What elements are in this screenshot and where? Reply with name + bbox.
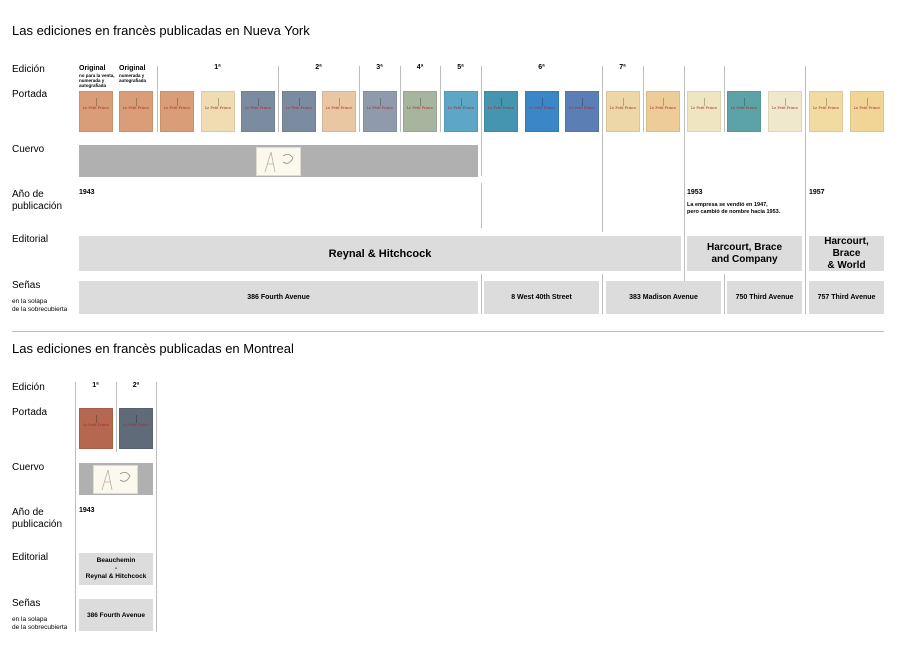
year-1953: 1953: [687, 189, 703, 196]
row-label-cuervo: Cuervo: [12, 462, 45, 473]
edition-divider: [724, 66, 725, 132]
cover-thumbnail: Le Petit Prince: [687, 91, 721, 132]
edition-divider: [481, 274, 482, 314]
row-label-editorial: Editorial: [12, 552, 49, 563]
publisher-harcourt-brace-world: Harcourt, Brace & World: [809, 236, 884, 271]
edition-divider: [805, 66, 806, 314]
edition-note-original: no para la venta, numerada y autografiad…: [79, 73, 115, 88]
cover-thumbnail: Le Petit Prince: [565, 91, 599, 132]
address-386-fourth-avenue: 386 Fourth Avenue: [79, 599, 153, 631]
row-label-portada: Portada: [12, 89, 48, 100]
edition-divider: [643, 66, 644, 132]
cover-thumbnail: Le Petit Prince: [768, 91, 802, 132]
edition-divider: [75, 382, 76, 632]
publisher-beauchemin-reynal-hitchcock: Beauchemin - Reynal & Hitchcock: [79, 553, 153, 585]
cover-thumbnail: Le Petit Prince: [525, 91, 559, 132]
address-750-third-avenue: 750 Third Avenue: [727, 281, 802, 314]
section-title-nueva-york: Las ediciones en francès publicadas en N…: [12, 23, 310, 38]
cover-thumbnail: Le Petit Prince: [160, 91, 194, 132]
cover-thumbnail: Le Petit Prince: [119, 408, 153, 449]
row-label-portada: Portada: [12, 407, 48, 418]
raven-drawing-image: [256, 147, 301, 176]
row-label-senas: Señas: [12, 598, 41, 609]
cover-thumbnail: Le Petit Prince: [79, 91, 113, 132]
edition-divider: [157, 66, 158, 132]
row-label-anio: Año de publicación: [12, 507, 63, 530]
cover-thumbnail: Le Petit Prince: [403, 91, 437, 132]
edition-divider: [156, 382, 157, 632]
cover-thumbnail: Le Petit Prince: [444, 91, 478, 132]
cover-thumbnail: Le Petit Prince: [241, 91, 275, 132]
cover-thumbnail: Le Petit Prince: [484, 91, 518, 132]
edition-divider: [278, 66, 279, 132]
publisher-reynal-hitchcock: Reynal & Hitchcock: [79, 236, 681, 271]
edition-label-5: 5ª: [457, 64, 464, 71]
edition-divider: [602, 274, 603, 314]
publisher-harcourt-brace-company: Harcourt, Brace and Company: [687, 236, 802, 271]
edition-label-7: 7ª: [619, 64, 626, 71]
row-label-editorial: Editorial: [12, 234, 49, 245]
cover-thumbnail: Le Petit Prince: [282, 91, 316, 132]
edition-label-1: 1ª: [214, 64, 221, 71]
edition-divider: [400, 66, 401, 132]
cover-thumbnail: Le Petit Prince: [322, 91, 356, 132]
cover-thumbnail: Le Petit Prince: [119, 91, 153, 132]
edition-label-original: Original: [79, 65, 106, 72]
edition-label-6: 6ª: [538, 64, 545, 71]
cover-thumbnail: Le Petit Prince: [201, 91, 235, 132]
year-1957: 1957: [809, 189, 825, 196]
address-8-west-40th-street: 8 West 40th Street: [484, 281, 599, 314]
year-1953-note: La empresa se vendió en 1947, pero cambi…: [687, 202, 781, 215]
edition-note-original: numerada y autografiada: [119, 73, 147, 83]
address-386-fourth-avenue: 386 Fourth Avenue: [79, 281, 478, 314]
cover-thumbnail: Le Petit Prince: [727, 91, 761, 132]
edition-divider: [481, 183, 482, 228]
row-sublabel-solapa: en la solapa de la sobrecubierta: [12, 298, 68, 313]
row-label-anio: Año de publicación: [12, 189, 63, 212]
raven-drawing-image: [93, 465, 138, 494]
edition-divider: [724, 274, 725, 314]
edition-divider: [481, 66, 482, 176]
edition-divider: [684, 66, 685, 314]
edition-label-1: 1ª: [92, 382, 99, 389]
edition-label-4: 4ª: [416, 64, 424, 71]
cover-thumbnail: Le Petit Prince: [850, 91, 884, 132]
cover-thumbnail: Le Petit Prince: [79, 408, 113, 449]
edition-divider: [440, 66, 441, 132]
edition-label-3: 3ª: [376, 64, 383, 71]
year-1943: 1943: [79, 507, 95, 514]
address-383-madison-avenue: 383 Madison Avenue: [606, 281, 721, 314]
year-1943: 1943: [79, 189, 95, 196]
cover-thumbnail: Le Petit Prince: [646, 91, 680, 132]
row-label-cuervo: Cuervo: [12, 144, 45, 155]
row-label-edicion: Edición: [12, 382, 45, 393]
section-divider: [12, 331, 884, 332]
edition-divider: [602, 66, 603, 232]
edition-label-original: Original: [119, 65, 146, 72]
row-sublabel-solapa: en la solapa de la sobrecubierta: [12, 616, 68, 631]
cover-thumbnail: Le Petit Prince: [363, 91, 397, 132]
edition-divider: [359, 66, 360, 132]
row-label-edicion: Edición: [12, 64, 45, 75]
row-label-senas: Señas: [12, 280, 41, 291]
section-title-montreal: Las ediciones en francès publicadas en M…: [12, 341, 294, 356]
address-757-third-avenue: 757 Third Avenue: [809, 281, 884, 314]
edition-label-2: 2ª: [132, 382, 140, 389]
cover-thumbnail: Le Petit Prince: [606, 91, 640, 132]
edition-label-2: 2ª: [315, 64, 322, 71]
cover-thumbnail: Le Petit Prince: [809, 91, 843, 132]
edition-divider: [116, 382, 117, 452]
